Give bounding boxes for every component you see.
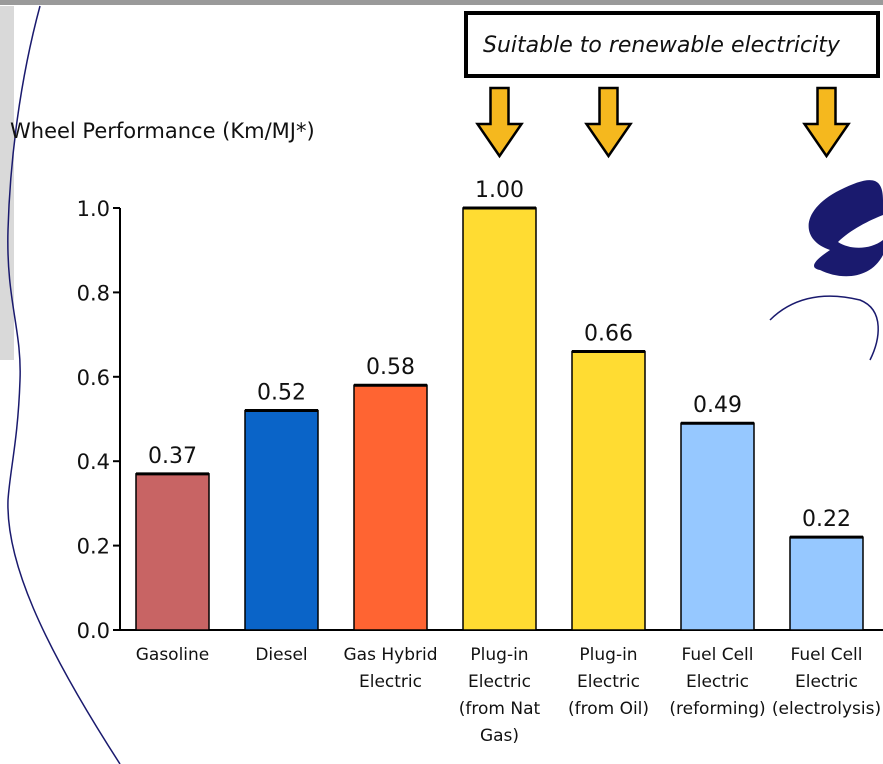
- value-label: 0.49: [693, 393, 742, 418]
- value-labels: 0.37 0.52 0.58 1.00 0.66 0.49 0.22: [148, 178, 851, 532]
- y-tick-label: 0.2: [77, 535, 110, 559]
- decorative-swoosh-right: [808, 180, 883, 277]
- category-label: Diesel: [255, 645, 307, 665]
- slide-top-border: [0, 0, 883, 5]
- bar: [353, 384, 428, 631]
- category-label: Fuel Cell: [791, 645, 863, 665]
- decorative-curve-right: [769, 295, 879, 361]
- category-label: Gas): [480, 726, 519, 746]
- annotation-text: Suitable to renewable electricity: [483, 33, 841, 58]
- category-label: Electric: [686, 672, 749, 692]
- decorative-curve-left: [7, 5, 121, 764]
- category-label: (from Nat: [459, 699, 541, 719]
- value-label: 0.58: [366, 355, 415, 380]
- bar: [680, 422, 755, 631]
- category-label: Electric: [577, 672, 640, 692]
- y-axis: 0.0 0.2 0.4 0.6 0.8 1.0: [77, 197, 883, 643]
- category-label: Gas Hybrid: [344, 645, 438, 665]
- category-label: Gasoline: [136, 645, 210, 665]
- y-tick-label: 0.0: [77, 619, 110, 643]
- bar: [789, 536, 864, 631]
- y-tick-label: 0.8: [77, 281, 110, 305]
- category-label: (electrolysis): [772, 699, 881, 719]
- category-label: (reforming): [669, 699, 765, 719]
- category-label: (from Oil): [568, 699, 649, 719]
- annotation-banner: Suitable to renewable electricity: [464, 11, 880, 78]
- bar: [135, 473, 210, 631]
- down-arrow-icon: [584, 86, 633, 159]
- y-tick-label: 0.6: [77, 366, 110, 390]
- value-label: 0.52: [257, 381, 306, 406]
- bar: [571, 350, 646, 631]
- y-tick-label: 1.0: [77, 197, 110, 221]
- slide-left-accent: [0, 6, 14, 360]
- y-axis-label: Wheel Performance (Km/MJ*): [10, 119, 315, 143]
- down-arrow-icon: [802, 86, 851, 159]
- y-tick-label: 0.4: [77, 450, 110, 474]
- value-label: 0.22: [802, 507, 851, 532]
- category-label: Plug-in: [579, 645, 637, 665]
- category-label: Electric: [468, 672, 531, 692]
- bars: [135, 206, 864, 631]
- bar: [462, 207, 537, 631]
- category-label: Fuel Cell: [682, 645, 754, 665]
- annotation-box: [464, 11, 880, 78]
- value-label: 0.37: [148, 444, 197, 469]
- value-label: 0.66: [584, 321, 633, 346]
- category-labels: Gasoline Diesel Gas Hybrid Electric Plug-in E…: [136, 645, 881, 746]
- bar: [244, 409, 319, 631]
- category-label: Plug-in: [470, 645, 528, 665]
- value-label: 1.00: [475, 178, 524, 203]
- down-arrow-icon: [475, 86, 524, 159]
- category-label: Electric: [359, 672, 422, 692]
- category-label: Electric: [795, 672, 858, 692]
- annotation-arrows: [475, 86, 851, 159]
